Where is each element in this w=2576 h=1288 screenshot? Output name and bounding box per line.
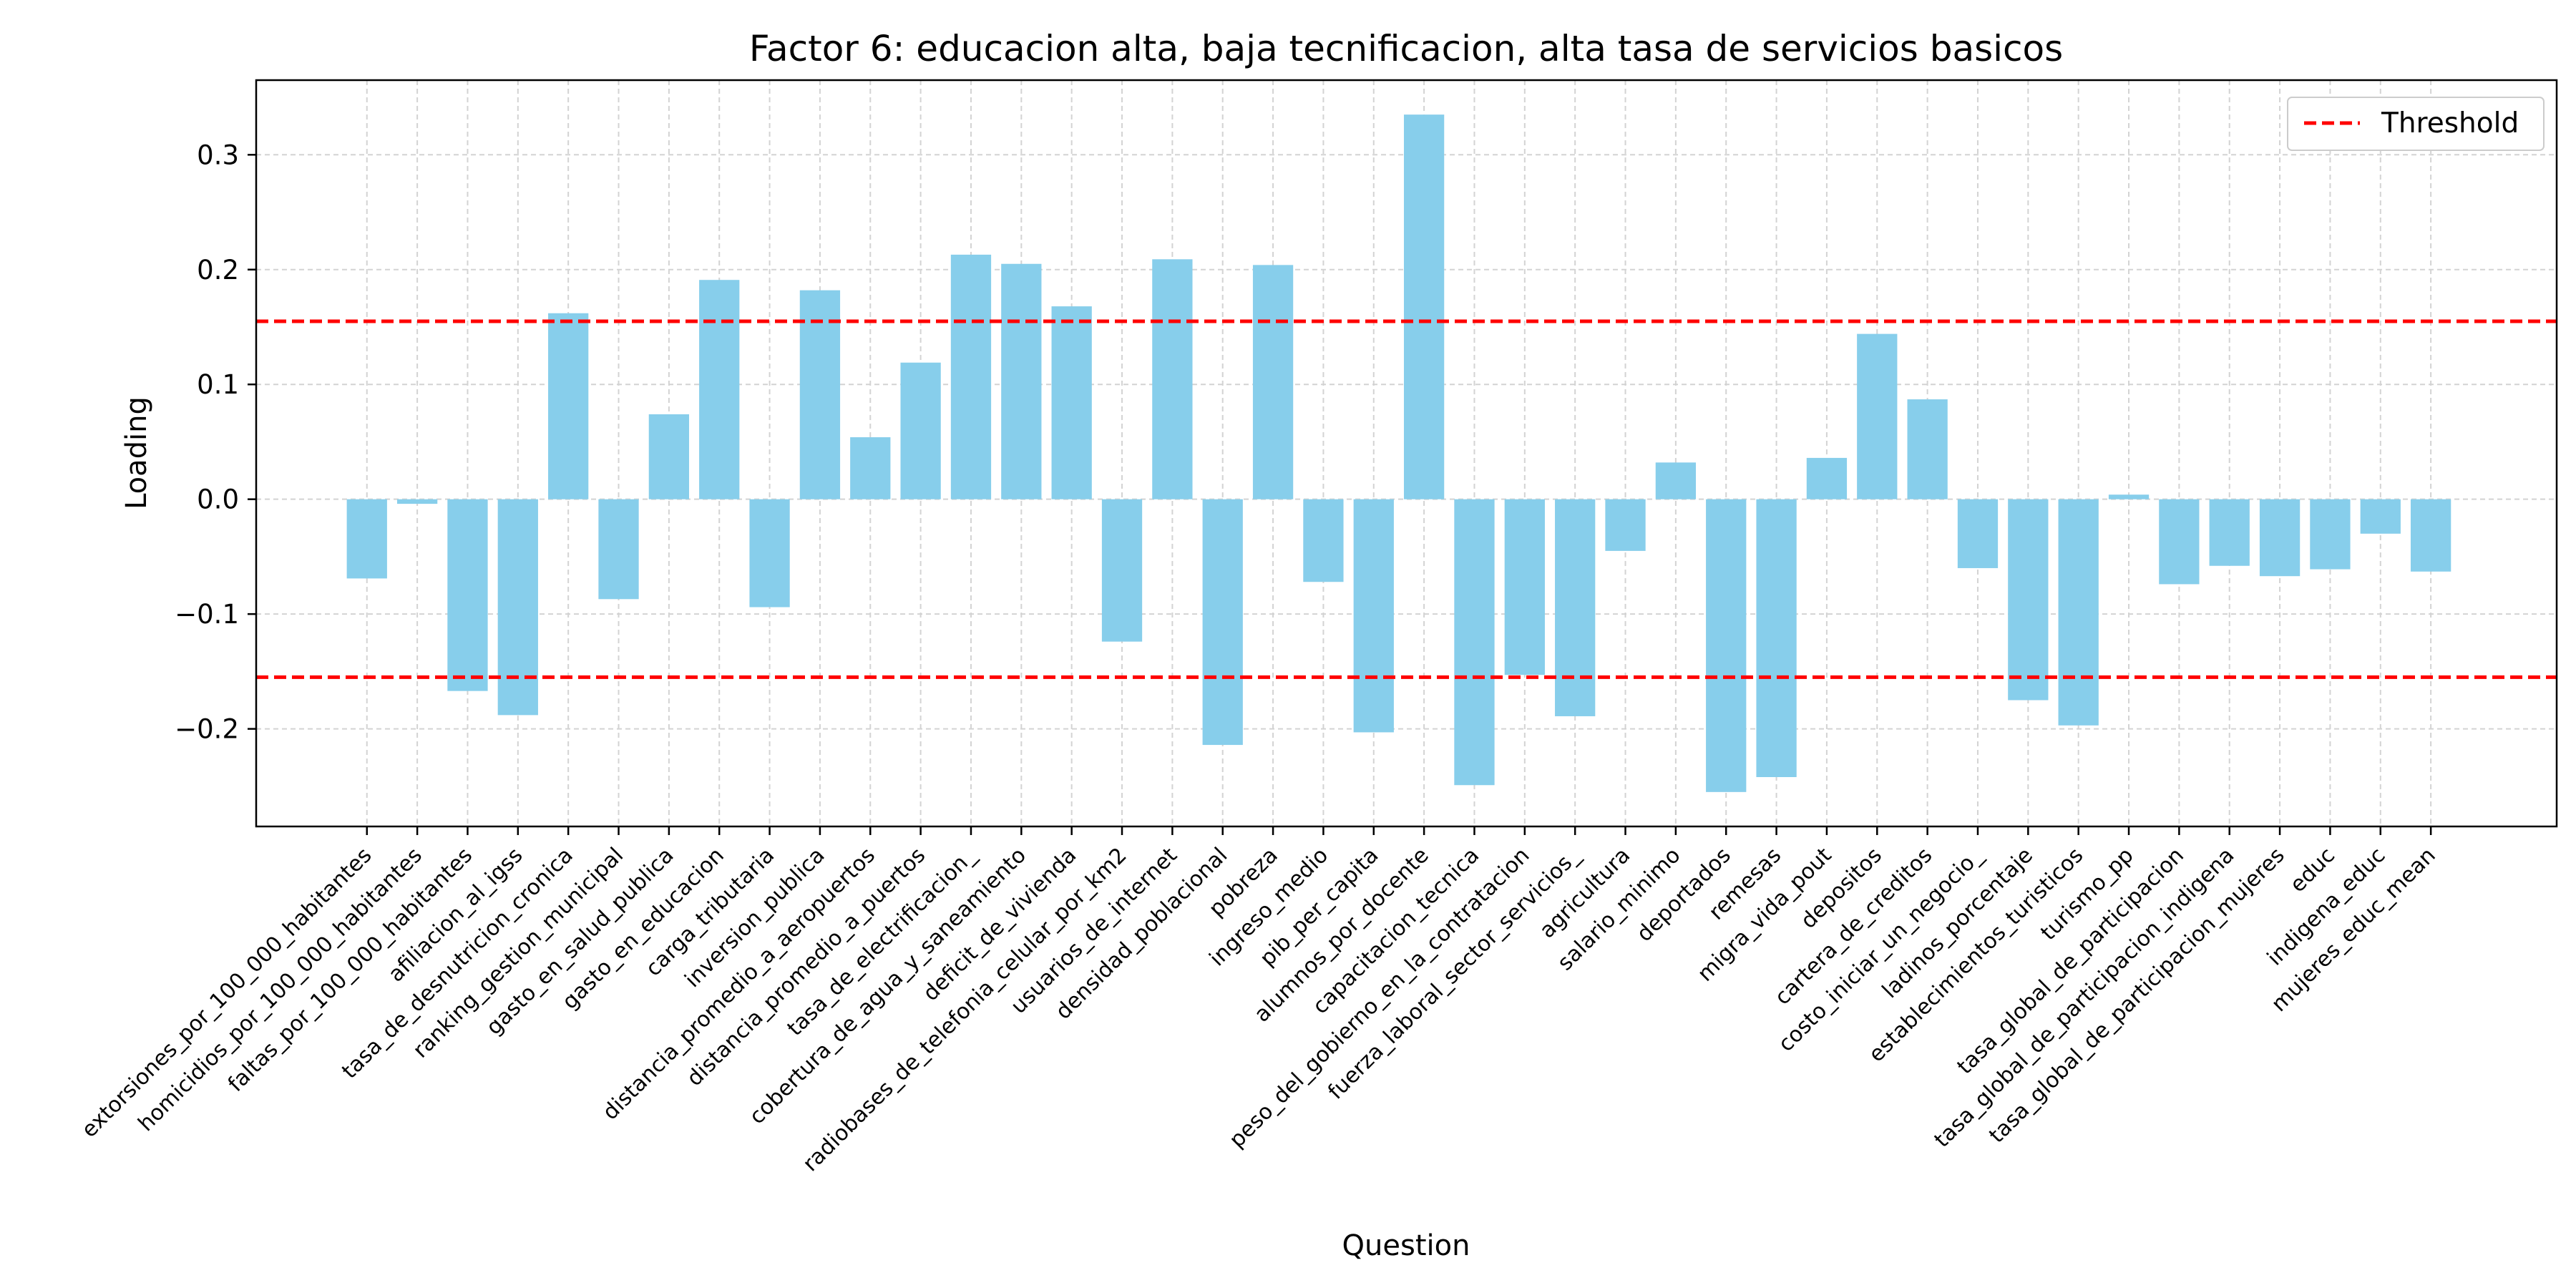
bar-tasa_de_electrificacion_: [950, 254, 992, 499]
bar-mujeres_educ_mean: [2410, 499, 2451, 572]
bar-carga_tributaria: [749, 499, 790, 608]
bar-alumnos_por_docente: [1403, 114, 1445, 499]
bar-ladinos_porcentaje: [2008, 499, 2049, 701]
bar-gasto_en_salud_publica: [648, 414, 690, 499]
bar-gasto_en_educacion: [699, 280, 740, 499]
y-tick-label: 0.0: [197, 484, 239, 515]
bar-cobertura_de_agua_y_saneamiento: [1001, 263, 1042, 499]
bar-turismo_pp: [2108, 494, 2150, 499]
bar-usuarios_de_internet: [1152, 259, 1193, 499]
bar-indigena_educ: [2360, 499, 2401, 534]
bar-depositos: [1857, 333, 1898, 499]
bar-capacitacion_tecnica: [1454, 499, 1495, 786]
bar-cartera_de_creditos: [1907, 399, 1948, 499]
bar-educ: [2310, 499, 2351, 570]
bar-establecimientos_turisticos: [2058, 499, 2099, 726]
bar-agricultura: [1605, 499, 1646, 551]
bar-extorsiones_por_100_000_habitantes: [346, 499, 387, 579]
bar-distancia_promedio_a_puertos: [900, 362, 941, 499]
bar-deportados: [1706, 499, 1747, 792]
bar-densidad_poblacional: [1202, 499, 1243, 746]
legend-box: [2287, 97, 2545, 151]
bar-pobreza: [1252, 265, 1294, 499]
y-tick-label: −0.1: [175, 599, 239, 630]
bar-tasa_global_de_participacion_mujeres: [2259, 499, 2301, 577]
bar-deficit_de_vivienda: [1051, 306, 1092, 499]
bar-salario_minimo: [1655, 462, 1697, 499]
bars: [346, 114, 2451, 792]
bar-afiliacion_al_igss: [497, 499, 538, 716]
bar-tasa_de_desnutricion_cronica: [548, 313, 589, 499]
y-tick-label: −0.2: [175, 714, 239, 745]
bar-tasa_global_de_participacion: [2159, 499, 2200, 585]
y-tick-label: 0.2: [197, 255, 239, 286]
plot-frame: [255, 79, 2558, 828]
y-tick-label: 0.1: [197, 369, 239, 400]
bar-ingreso_medio: [1303, 499, 1344, 582]
bar-tasa_global_de_participacion_indigena: [2209, 499, 2250, 566]
legend: Threshold: [2287, 97, 2545, 151]
bar-fuerza_laboral_sector_servicios_: [1555, 499, 1596, 716]
bar-remesas: [1756, 499, 1797, 778]
bar-inversion_publica: [799, 290, 841, 499]
bar-distancia_promedio_a_aeropuertos: [850, 437, 891, 499]
y-tick-label: 0.3: [197, 140, 239, 170]
threshold-lines: [256, 319, 2557, 679]
x-axis-label: Question: [1342, 1229, 1470, 1262]
bar-peso_del_gobierno_en_la_contratacion: [1504, 499, 1545, 675]
bar-migra_vida_pout: [1806, 457, 1848, 499]
bar-faltas_por_100_000_habitantes: [447, 499, 488, 691]
bar-ranking_gestion_municipal: [598, 499, 639, 600]
y-axis-label: Loading: [120, 396, 153, 509]
legend-threshold-label: Threshold: [2381, 107, 2519, 140]
bar-homicidios_por_100_000_habitantes: [396, 499, 438, 504]
y-axis-ticks: −0.2 −0.1 0.0 0.1 0.2 0.3: [175, 140, 256, 745]
bar-pib_per_capita: [1353, 499, 1394, 733]
chart-title: Factor 6: educacion alta, baja tecnifica…: [749, 28, 2063, 69]
bar-costo_iniciar_un_negocio_: [1957, 499, 1999, 568]
bar-radiobases_de_telefonia_celular_por_km2: [1101, 499, 1143, 642]
